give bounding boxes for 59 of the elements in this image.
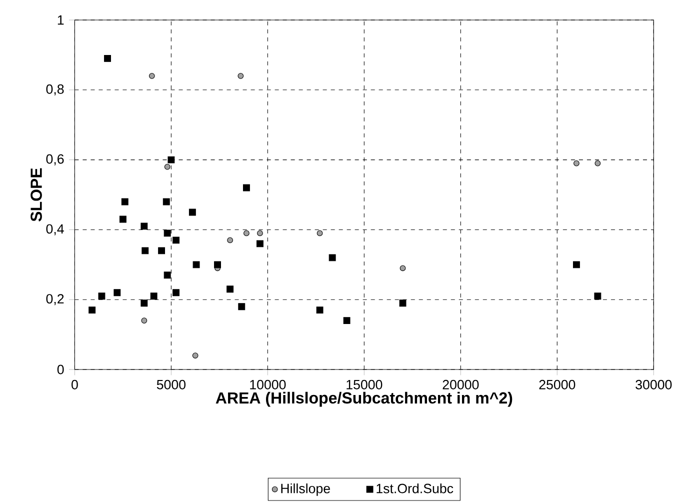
point — [227, 237, 233, 244]
point — [88, 306, 96, 314]
legend-label: 1st.Ord.Subc — [376, 483, 454, 494]
point — [164, 272, 171, 279]
point — [594, 160, 601, 166]
x-axis-title: AREA (Hillslope/Subcatchment in m^2) — [216, 392, 512, 407]
point — [256, 240, 264, 248]
x-tick-label: 25000 — [539, 380, 576, 390]
x-tick-label: 15000 — [346, 380, 382, 390]
y-tick-label: 0,2 — [46, 294, 64, 306]
x-tick-label: 5000 — [156, 380, 186, 390]
point — [148, 72, 155, 79]
point — [238, 303, 246, 310]
x-tick-label: 10000 — [250, 380, 286, 390]
point — [162, 198, 170, 206]
point — [244, 230, 250, 236]
point — [104, 54, 111, 62]
point — [168, 156, 175, 164]
point — [141, 318, 148, 324]
point — [140, 300, 148, 306]
x-tick-label: 30000 — [636, 380, 672, 390]
point — [192, 352, 198, 358]
y-axis-title: SLOPE — [30, 168, 42, 222]
point — [328, 254, 336, 262]
point — [343, 317, 350, 324]
point — [192, 261, 200, 268]
point — [316, 230, 323, 236]
y-tick-label: 0,8 — [46, 84, 64, 96]
point — [142, 247, 149, 254]
point — [140, 222, 148, 230]
point — [119, 216, 126, 223]
y-tick-label: 0,4 — [46, 224, 64, 236]
point — [114, 289, 121, 296]
point — [121, 198, 128, 206]
point — [158, 247, 166, 254]
legend-label: Hillslope — [281, 483, 330, 496]
point — [164, 230, 171, 237]
point — [98, 292, 106, 300]
point — [172, 289, 180, 296]
y-tick-label: 0,6 — [46, 154, 64, 166]
point — [594, 292, 602, 300]
x-tick-label: 20000 — [442, 380, 479, 390]
point — [238, 72, 244, 79]
point — [188, 208, 196, 216]
point — [400, 265, 406, 271]
x-tick-label: 0 — [72, 380, 78, 390]
point — [164, 164, 170, 170]
point — [399, 300, 406, 306]
point — [214, 261, 221, 268]
point — [572, 261, 580, 268]
point — [172, 236, 180, 244]
y-tick-label: 1 — [58, 15, 64, 24]
point — [226, 286, 234, 292]
point — [242, 184, 250, 192]
point — [257, 230, 263, 236]
point — [316, 306, 324, 314]
point — [574, 160, 580, 166]
y-tick-label: 0 — [57, 364, 64, 374]
point — [150, 292, 158, 300]
